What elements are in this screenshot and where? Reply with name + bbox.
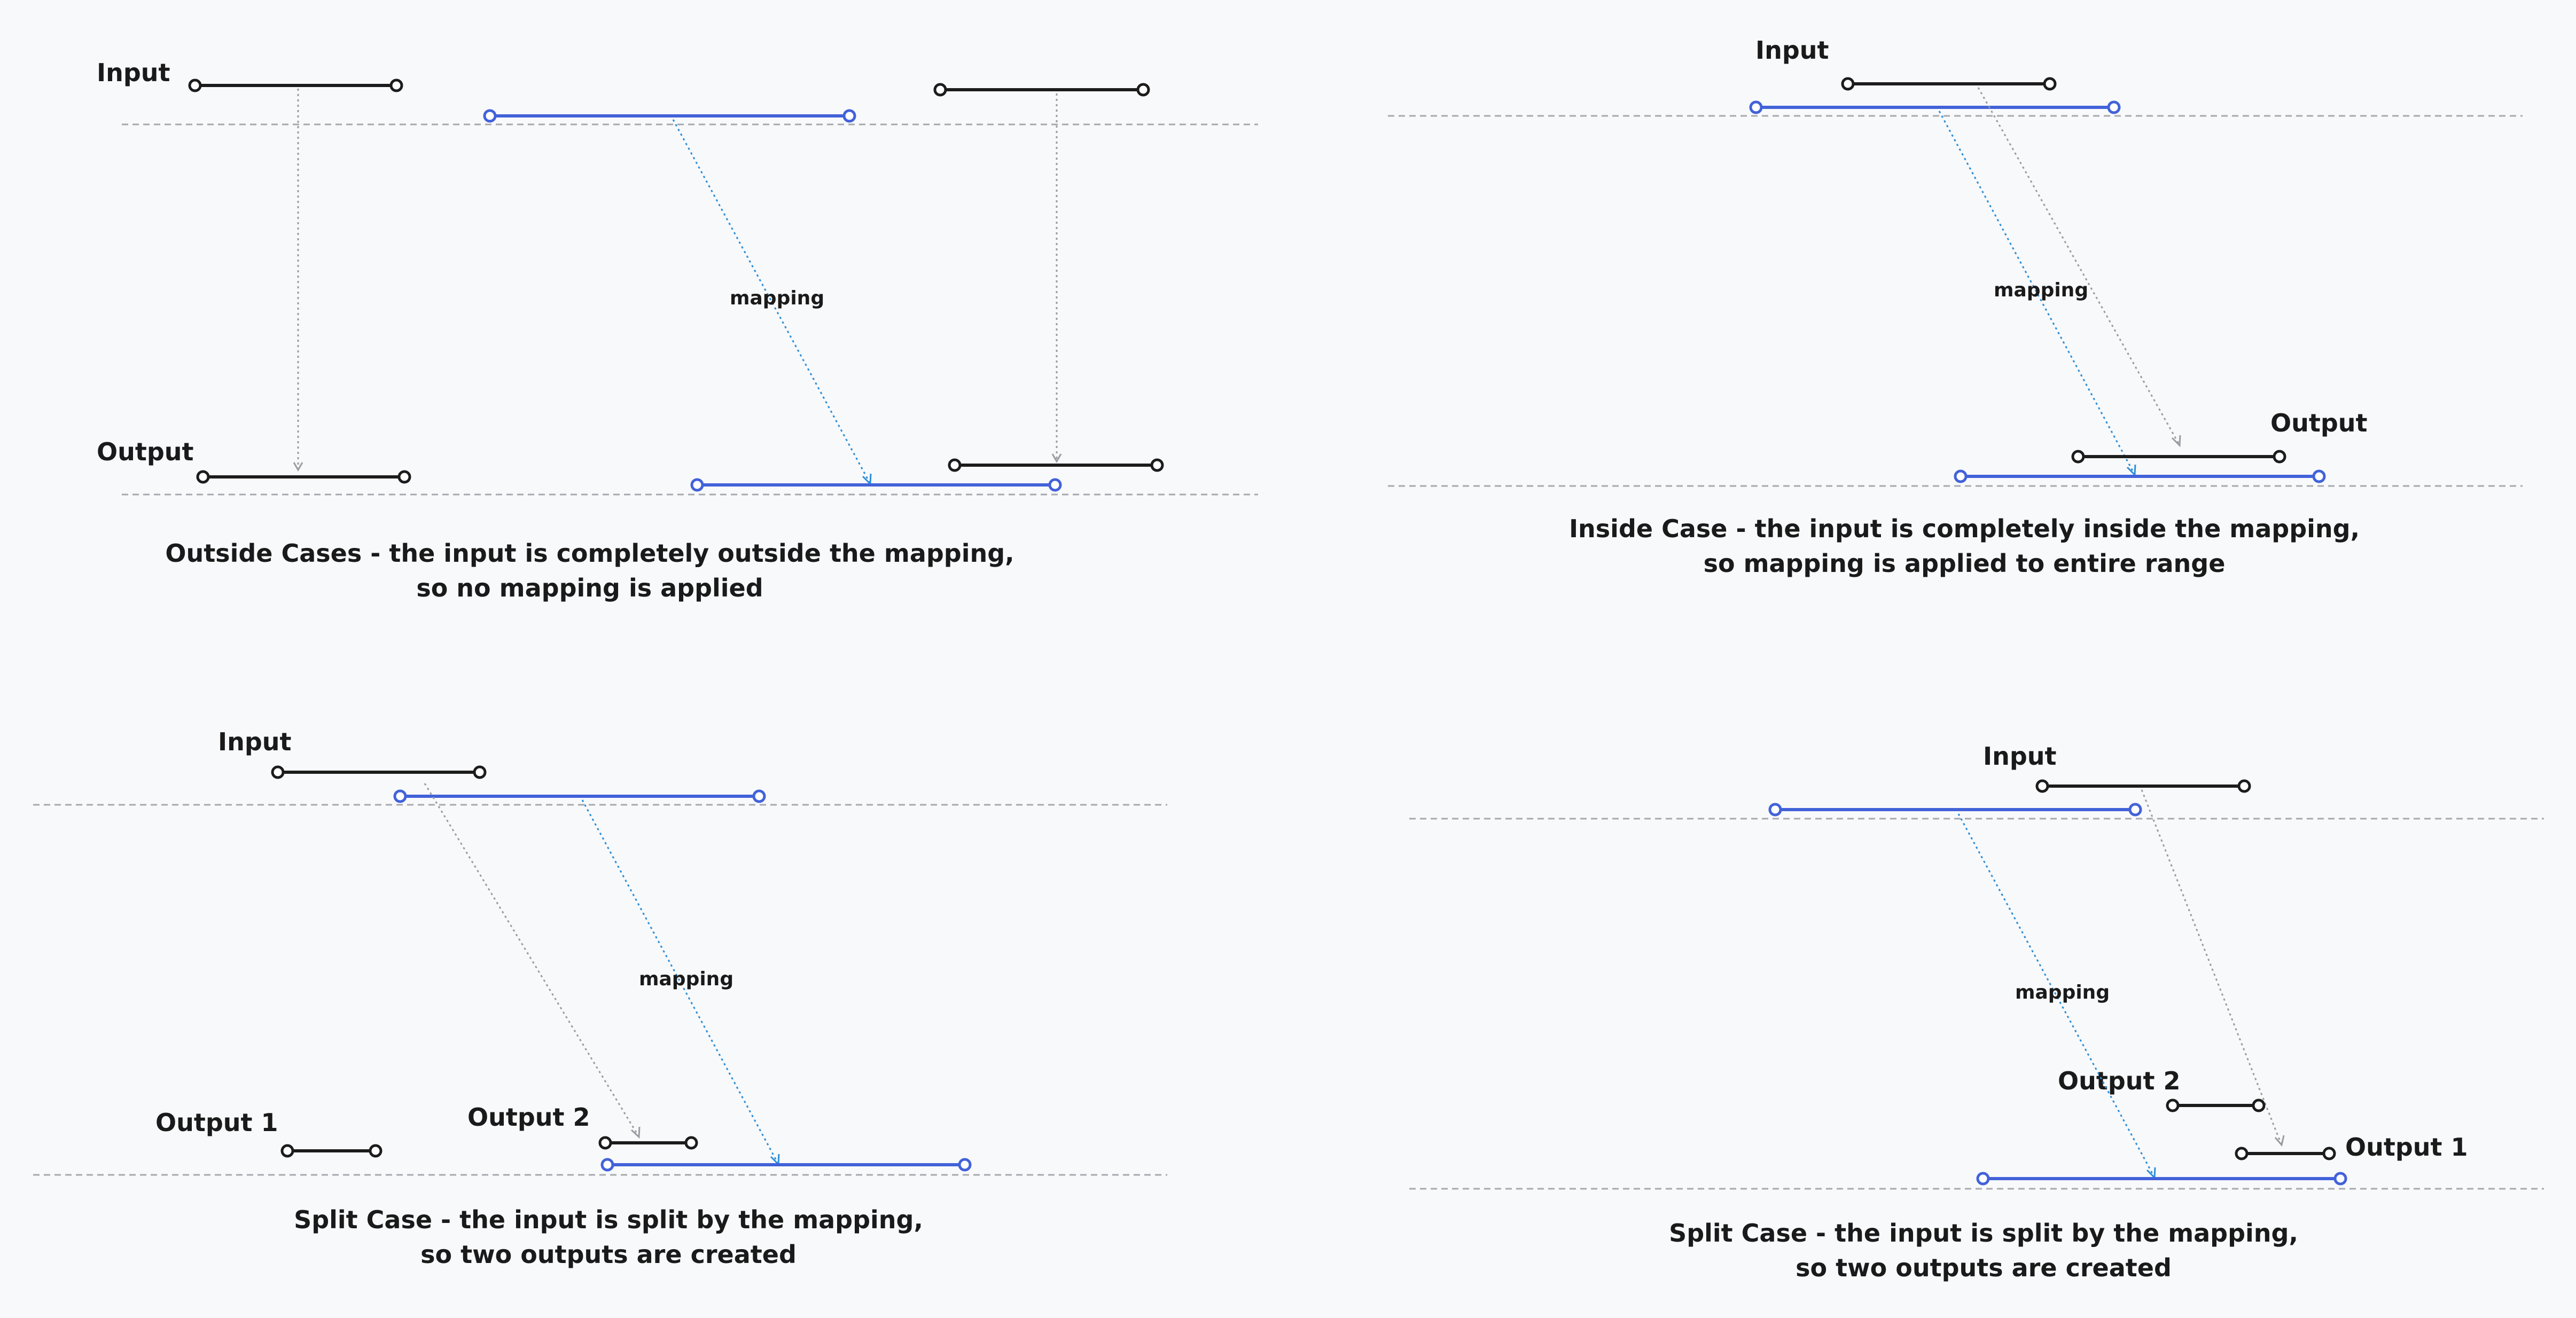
input-range [2035,779,2251,793]
range-start-point [948,458,962,472]
panel-outside-cases: Input Output [97,58,1258,602]
range-end-point [369,1144,383,1158]
mapping-target-range [690,478,1062,492]
passthrough-arrow-right [1051,93,1062,464]
caption-line-2: so two outputs are created [420,1240,797,1269]
range-end-point [1150,458,1164,472]
range-end-point [1136,83,1150,97]
range-start-point [1749,100,1763,114]
caption-line-1: Split Case - the input is split by the m… [294,1205,923,1234]
range-end-point [2312,469,2326,483]
input-range [271,765,487,779]
range-start-point [271,765,285,779]
range-end-point [2043,77,2057,91]
output-1-range [280,1144,383,1158]
mapping-source-range [483,109,856,123]
caption-line-2: so no mapping is applied [416,574,763,602]
input-label: Input [1755,36,1829,65]
caption-line-2: so two outputs are created [1796,1253,2172,1282]
output-range-left [196,470,411,484]
mapping-source-range [393,789,766,803]
output-2-label: Output 2 [2058,1066,2181,1095]
range-end-point [2107,100,2121,114]
output-range-right [948,458,1164,472]
range-end-point [389,79,403,92]
range-start-point [1976,1172,1990,1186]
range-end-point [2237,779,2251,793]
output-1-range [2235,1147,2336,1160]
mapped-input-arrow [424,783,641,1139]
output-range [2071,450,2286,464]
mapped-input-arrow [2141,789,2285,1147]
panel-inside-case: Input Output mapping [1388,36,2523,578]
mapping-label: mapping [730,287,824,309]
range-end-point [397,470,411,484]
range-start-point [280,1144,294,1158]
range-start-point [196,470,210,484]
output-2-range [2166,1099,2266,1112]
panel-split-case-right: Input Output 2 Output 1 mapping [1409,742,2544,1282]
range-start-point [600,1158,614,1172]
range-start-point [393,789,407,803]
range-start-point [1841,77,1855,91]
range-end-point [473,765,487,779]
range-start-point [188,79,202,92]
range-start-point [483,109,497,123]
mapping-target-range [1976,1172,2347,1186]
range-end-point [842,109,856,123]
range-end-point [752,789,766,803]
panel-split-case-left: Input Output 1 Output 2 mapping [33,727,1167,1269]
range-end-point [2128,803,2142,817]
range-end-point [684,1136,698,1150]
output-label: Output [97,437,194,466]
mapping-source-range [1749,100,2121,114]
range-end-point [2252,1099,2266,1112]
mapping-target-range [600,1158,972,1172]
range-start-point [690,478,704,492]
range-end-point [2333,1172,2347,1186]
input-range-left [188,79,403,92]
range-end-point [958,1158,972,1172]
range-start-point [933,83,947,97]
range-start-point [1768,803,1782,817]
input-label: Input [1983,742,2057,771]
mapped-input-arrow [1977,87,2181,448]
mapping-label: mapping [1994,279,2088,301]
range-start-point [2235,1147,2249,1160]
passthrough-arrow-left [293,89,303,472]
input-range-right [933,83,1150,97]
range-start-point [2035,779,2049,793]
mapping-source-range [1768,803,2142,817]
range-start-point [1954,469,1968,483]
output-2-range [598,1136,698,1150]
caption-line-2: so mapping is applied to entire range [1704,549,2226,578]
range-end-point [2273,450,2286,464]
mapping-label: mapping [639,968,733,990]
caption-line-1: Split Case - the input is split by the m… [1669,1219,2298,1248]
input-label: Input [218,727,292,756]
range-start-point [598,1136,612,1150]
range-end-point [2322,1147,2336,1160]
output-2-label: Output 2 [467,1103,590,1132]
caption-line-1: Outside Cases - the input is completely … [165,539,1014,568]
mapping-label: mapping [2015,982,2110,1003]
range-start-point [2166,1099,2180,1112]
caption-line-1: Inside Case - the input is completely in… [1569,514,2360,543]
output-1-label: Output 1 [2345,1133,2468,1162]
mapping-target-range [1954,469,2326,483]
input-label: Input [97,58,170,87]
output-1-label: Output 1 [155,1108,278,1137]
output-label: Output [2270,409,2368,437]
input-range [1841,77,2057,91]
range-end-point [1048,478,1062,492]
range-start-point [2071,450,2085,464]
